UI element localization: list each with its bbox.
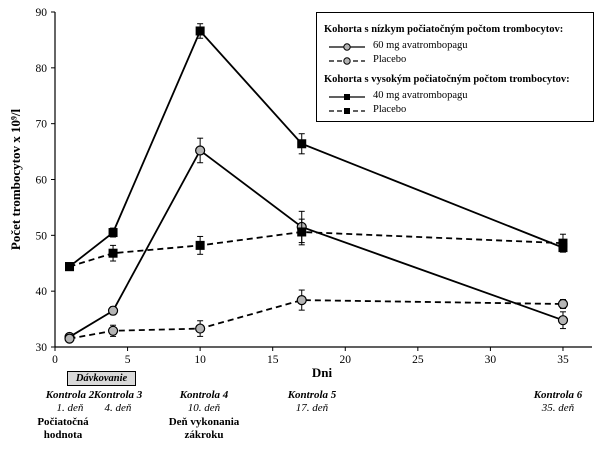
visit-label-kontrola-4: Kontrola 4 10. deň bbox=[166, 389, 242, 415]
data-point-square bbox=[65, 262, 75, 272]
y-tick-label: 40 bbox=[36, 286, 48, 298]
x-tick-label: 30 bbox=[485, 354, 497, 366]
y-axis-title: Počet trombocytov x 10⁹/l bbox=[8, 109, 23, 251]
legend-marker-circle-solid bbox=[329, 43, 365, 51]
y-tick-label: 60 bbox=[36, 175, 48, 187]
legend: Kohorta s nízkym počiatočným počtom trom… bbox=[316, 12, 594, 122]
visit-label-kontrola-5: Kontrola 5 17. deň bbox=[274, 389, 350, 415]
legend-marker-square-solid bbox=[329, 94, 365, 100]
visit-day: 10. deň bbox=[187, 402, 221, 414]
legend-label-placebo-low: Placebo bbox=[373, 54, 407, 65]
y-tick-label: 30 bbox=[36, 342, 48, 354]
series-line-3 bbox=[69, 231, 564, 268]
data-point-circle bbox=[557, 315, 569, 326]
legend-group-title-high: Kohorta s vysokým počiatočným počtom tro… bbox=[324, 74, 570, 85]
data-point-square bbox=[195, 26, 205, 36]
x-tick-label: 20 bbox=[340, 354, 352, 366]
legend-label-placebo-high: Placebo bbox=[373, 104, 407, 115]
data-point-square bbox=[108, 248, 118, 258]
data-point-square bbox=[195, 240, 205, 250]
x-tick-label: 10 bbox=[194, 354, 206, 366]
visit-day: 1. deň bbox=[56, 402, 84, 414]
data-point-circle bbox=[107, 325, 119, 336]
y-tick-label: 70 bbox=[36, 119, 48, 131]
legend-group-title-low: Kohorta s nízkym počiatočným počtom trom… bbox=[324, 24, 564, 35]
visit-label-kontrola-2: Kontrola 2 1. deň bbox=[32, 389, 108, 415]
legend-marker-square-dashed bbox=[329, 108, 365, 114]
visit-name: Kontrola 2 bbox=[45, 389, 95, 401]
visit-name: Kontrola 5 bbox=[287, 389, 337, 401]
visit-name: Kontrola 3 bbox=[93, 389, 143, 401]
data-point-square bbox=[297, 227, 307, 237]
x-tick-label: 5 bbox=[125, 354, 131, 366]
data-point-circle bbox=[296, 295, 307, 306]
data-point-square bbox=[297, 139, 307, 149]
visit-day: 35. deň bbox=[541, 402, 575, 414]
visit-label-kontrola-6: Kontrola 6 35. deň bbox=[520, 389, 596, 415]
visit-day: 17. deň bbox=[295, 402, 329, 414]
visit-name: Kontrola 4 bbox=[179, 389, 229, 401]
visit-day: 4. deň bbox=[104, 402, 132, 414]
visit-label-kontrola-3: Kontrola 3 4. deň bbox=[80, 389, 156, 415]
x-tick-label: 15 bbox=[267, 354, 279, 366]
series-line-0 bbox=[69, 149, 564, 338]
visit-note: Počiatočná hodnota bbox=[37, 416, 89, 441]
legend-marker-circle-dashed bbox=[329, 57, 365, 65]
series-line-1 bbox=[69, 299, 563, 340]
visit-note: Deň vykonania zákroku bbox=[168, 416, 240, 441]
dosing-period-box: Dávkovanie bbox=[67, 371, 136, 386]
x-axis-title: Dni bbox=[312, 365, 333, 380]
data-point-square bbox=[108, 228, 118, 238]
x-tick-label: 0 bbox=[52, 354, 58, 366]
legend-label-60mg: 60 mg avatrombopagu bbox=[373, 40, 468, 51]
data-point-circle bbox=[195, 145, 206, 156]
data-point-circle bbox=[557, 298, 569, 310]
data-point-circle bbox=[195, 323, 206, 334]
legend-label-40mg: 40 mg avatrombopagu bbox=[373, 90, 468, 101]
x-tick-label: 25 bbox=[412, 354, 424, 366]
x-tick-label: 35 bbox=[557, 354, 569, 366]
data-point-circle bbox=[64, 333, 75, 344]
visit-name: Kontrola 6 bbox=[533, 389, 583, 401]
data-point-circle bbox=[107, 305, 119, 316]
y-tick-label: 50 bbox=[36, 230, 48, 242]
y-tick-label: 90 bbox=[36, 7, 48, 19]
data-point-square bbox=[558, 238, 568, 248]
visit-note-procedure: Deň vykonania zákroku bbox=[160, 416, 248, 442]
visit-note-baseline: Počiatočná hodnota bbox=[30, 416, 96, 442]
y-tick-label: 80 bbox=[36, 63, 48, 75]
